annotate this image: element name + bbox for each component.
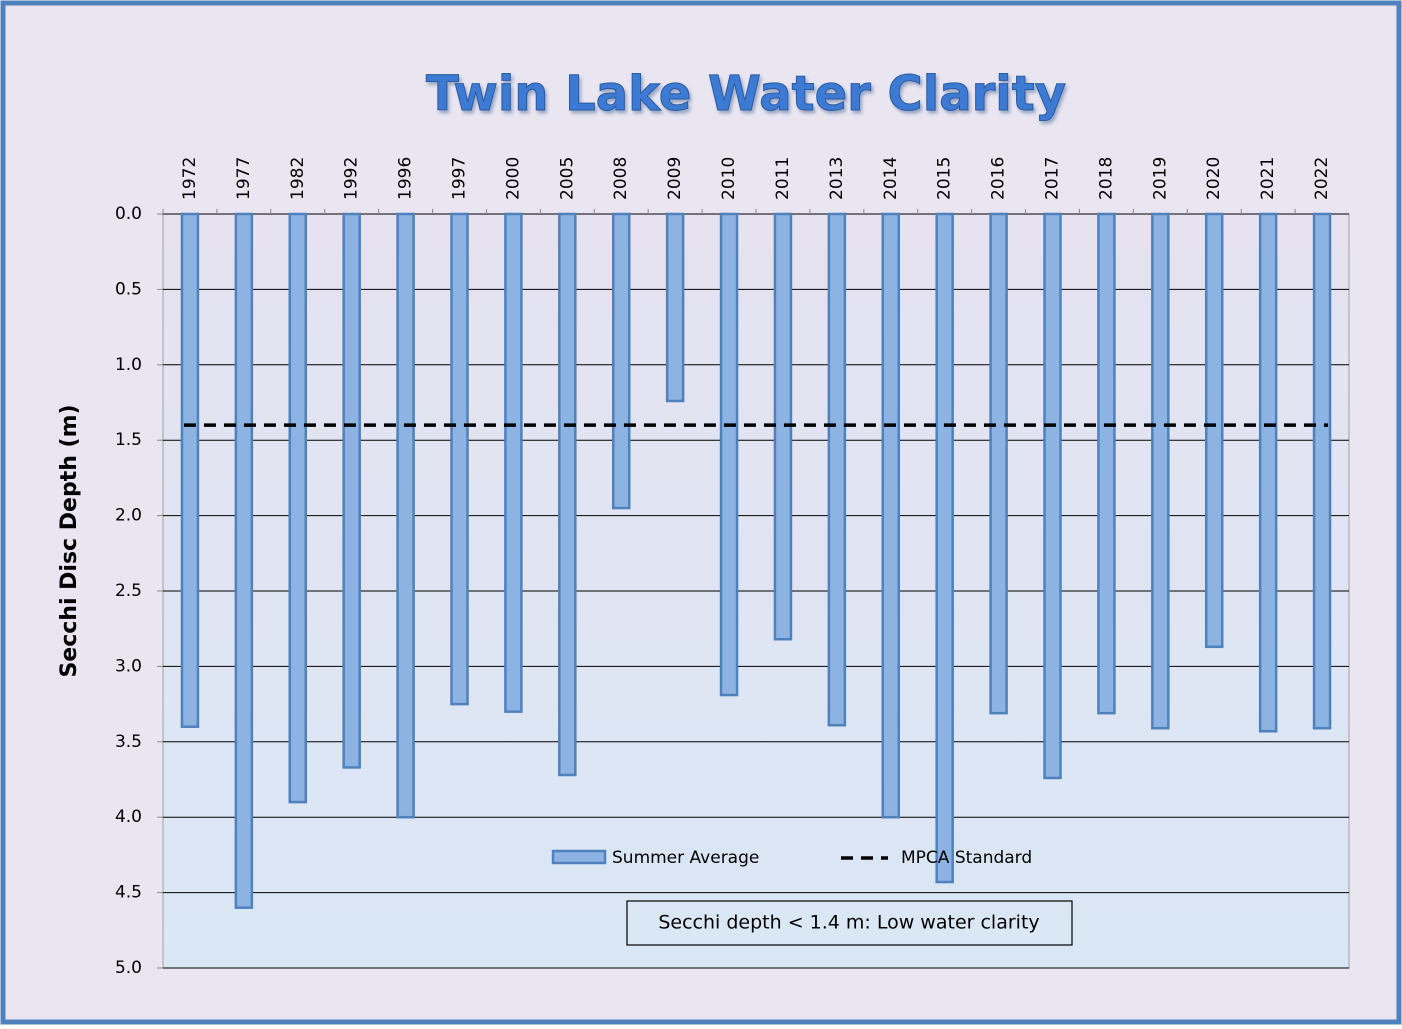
- x-tick-label: 2019: [1150, 157, 1170, 200]
- x-tick-label: 1992: [342, 157, 362, 200]
- legend-label: MPCA Standard: [901, 848, 1032, 868]
- y-tick-label: 3.5: [115, 732, 142, 752]
- x-tick-label: 2018: [1096, 157, 1116, 200]
- bar: [611, 212, 631, 510]
- bar: [504, 212, 523, 713]
- y-tick-label: 4.5: [115, 883, 142, 903]
- y-tick-label: 3.0: [115, 656, 142, 676]
- bar: [719, 212, 739, 697]
- y-tick-label: 4.0: [115, 807, 142, 827]
- y-tick-label: 0.5: [115, 279, 142, 299]
- x-tick-label: 1972: [180, 157, 200, 200]
- bar: [1204, 212, 1224, 649]
- bar: [558, 212, 577, 777]
- x-tick-label: 2013: [827, 157, 847, 200]
- bar: [1043, 212, 1062, 780]
- x-tick-label: 2021: [1258, 157, 1278, 200]
- y-axis-label: Secchi Disc Depth (m): [57, 404, 82, 677]
- y-tick-label: 5.0: [115, 958, 142, 978]
- x-tick-label: 2009: [665, 157, 685, 200]
- x-tick-label: 2014: [881, 157, 901, 200]
- bar: [935, 212, 954, 884]
- x-tick-label: 2020: [1204, 157, 1224, 200]
- y-tick-label: 0.0: [115, 204, 142, 224]
- x-tick-label: 1996: [396, 157, 416, 200]
- legend-label: Summer Average: [612, 848, 759, 868]
- x-tick-label: 2005: [557, 157, 577, 200]
- bar: [288, 212, 308, 804]
- x-tick-label: 2015: [935, 157, 955, 200]
- bar: [1258, 212, 1278, 733]
- y-tick-label: 1.0: [115, 355, 142, 375]
- y-tick-label: 1.5: [115, 430, 142, 450]
- x-tick-label: 2016: [989, 157, 1009, 200]
- legend-swatch: [551, 849, 607, 865]
- bar: [665, 212, 685, 403]
- x-tick-label: 2022: [1312, 157, 1332, 200]
- bar: [450, 212, 469, 706]
- annotation-box: [626, 900, 1073, 946]
- x-tick-label: 2008: [611, 157, 631, 200]
- x-tick-label: 2000: [503, 157, 523, 200]
- bar: [342, 212, 361, 769]
- bar: [1151, 212, 1170, 730]
- bar: [1312, 212, 1332, 730]
- x-tick-label: 1997: [450, 157, 470, 200]
- x-tick-label: 2017: [1043, 157, 1063, 200]
- chart-title: Twin Lake Water Clarity: [426, 66, 1066, 122]
- y-tick-label: 2.0: [115, 506, 142, 526]
- bar: [234, 212, 254, 909]
- bar: [180, 212, 200, 728]
- bar: [881, 212, 901, 819]
- annotation: Secchi depth < 1.4 m: Low water clarity: [658, 912, 1039, 934]
- bar: [1097, 212, 1116, 715]
- x-tick-label: 1977: [234, 157, 254, 200]
- x-tick-label: 2011: [773, 157, 793, 200]
- x-tick-label: 2010: [719, 157, 739, 200]
- bar: [989, 212, 1008, 715]
- bar: [827, 212, 847, 727]
- x-tick-label: 1982: [288, 157, 308, 200]
- bar: [396, 212, 415, 819]
- y-tick-label: 2.5: [115, 581, 142, 601]
